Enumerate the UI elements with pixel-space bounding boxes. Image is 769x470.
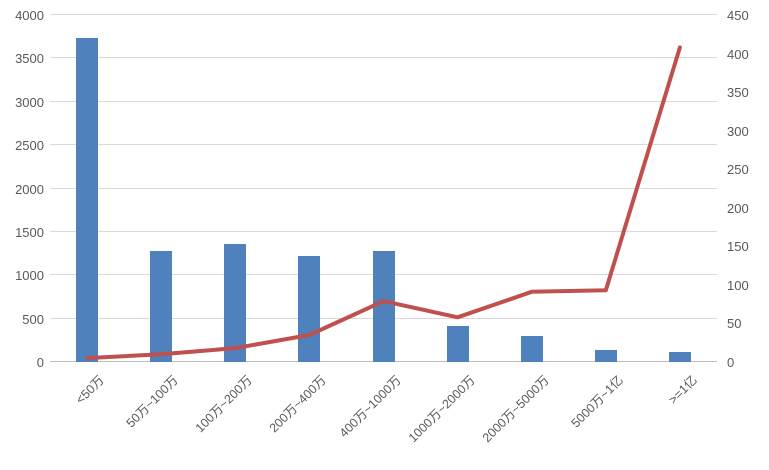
x-axis-label: 200万~400万 (267, 373, 330, 436)
bar (668, 352, 691, 362)
left-y-tick: 1500 (15, 224, 44, 240)
right-y-tick: 300 (727, 123, 749, 139)
x-axis-label: >=1亿 (665, 373, 700, 407)
right-y-tick: 200 (727, 200, 749, 216)
right-y-tick: 450 (727, 8, 749, 23)
bar (76, 37, 99, 362)
gridline (50, 57, 717, 59)
left-y-tick: 3500 (15, 51, 44, 67)
bar (520, 336, 543, 362)
bar (224, 244, 247, 362)
gridline (50, 100, 717, 102)
x-axis-label: 400万~1000万 (336, 373, 404, 441)
gridline (50, 187, 717, 189)
left-y-tick: 1000 (15, 268, 44, 284)
bar (372, 250, 395, 362)
bar (594, 350, 617, 362)
left-y-tick: 4000 (15, 8, 44, 23)
left-y-tick: 2500 (15, 138, 44, 154)
line-path (85, 45, 682, 361)
left-y-tick: 2000 (15, 181, 44, 197)
plot-area (50, 14, 717, 362)
bar (150, 250, 173, 362)
x-axis-label: 5000万~1亿 (568, 373, 626, 431)
right-y-tick: 0 (727, 355, 735, 370)
x-axis-label: 1000万~2000万 (405, 373, 478, 446)
x-axis-label: <50万 (73, 373, 107, 407)
gridline (50, 14, 717, 15)
right-y-tick: 150 (727, 239, 749, 255)
gridline (50, 230, 717, 232)
right-y-tick: 250 (727, 162, 749, 178)
x-axis-label: 100万~200万 (192, 373, 256, 436)
left-y-tick: 3000 (15, 94, 44, 110)
right-y-tick: 100 (727, 277, 749, 293)
bar (446, 326, 469, 362)
x-axis-label: 2000万~5000万 (479, 373, 552, 446)
left-y-tick: 500 (22, 311, 44, 327)
line-series (85, 45, 682, 361)
right-y-tick: 50 (727, 316, 742, 332)
gridline (50, 144, 717, 146)
x-axis-label: 50万~100万 (123, 373, 182, 431)
left-y-tick: 0 (36, 355, 44, 370)
right-y-tick: 400 (727, 46, 749, 62)
right-y-tick: 350 (727, 85, 749, 101)
